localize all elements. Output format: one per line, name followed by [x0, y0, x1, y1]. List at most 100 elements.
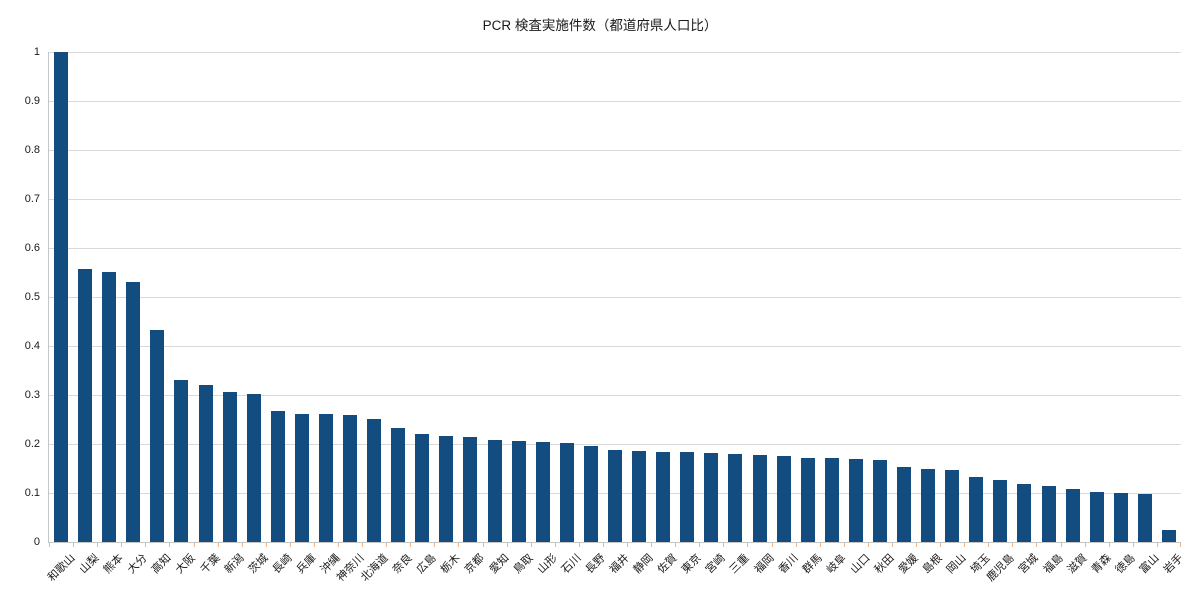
x-axis-tick: [531, 543, 532, 547]
x-axis-label-三重: 三重: [727, 552, 753, 577]
x-axis-label-宮崎: 宮崎: [703, 552, 728, 577]
x-axis-tick: [699, 543, 700, 547]
x-axis-label-鹿児島: 鹿児島: [985, 552, 1017, 584]
bar-高知: [150, 330, 165, 542]
gridline: [49, 248, 1181, 249]
x-axis-label-富山: 富山: [1137, 552, 1162, 577]
bar-岡山: [945, 470, 960, 542]
y-axis-tick-label: 0.9: [24, 95, 40, 107]
x-axis-label-千葉: 千葉: [198, 552, 223, 577]
gridline: [49, 52, 1181, 53]
bar-山口: [848, 459, 863, 542]
x-axis-tick: [338, 543, 339, 547]
x-axis-label-福島: 福島: [1041, 552, 1066, 577]
x-axis-tick: [169, 543, 170, 547]
y-axis-tick-label: 0.8: [24, 144, 40, 156]
y-axis-tick-label: 0.2: [24, 438, 40, 450]
bar-広島: [415, 434, 430, 542]
y-axis-tick-label: 0.1: [24, 487, 40, 499]
bar-熊本: [102, 272, 117, 542]
bar-沖縄: [318, 414, 333, 542]
x-axis-tick: [892, 543, 893, 547]
x-axis-tick: [1061, 543, 1062, 547]
x-axis-tick: [1109, 543, 1110, 547]
x-axis-label-佐賀: 佐賀: [655, 552, 680, 577]
x-axis-tick: [747, 543, 748, 547]
x-axis-label-岡山: 岡山: [944, 552, 969, 577]
gridline: [49, 150, 1181, 151]
x-axis-tick: [772, 543, 773, 547]
x-axis-label-山形: 山形: [535, 552, 560, 577]
x-axis-tick: [410, 543, 411, 547]
y-axis-tick-label: 0: [33, 536, 40, 548]
bar-佐賀: [656, 452, 671, 542]
bar-埼玉: [969, 477, 984, 542]
bar-静岡: [632, 451, 647, 542]
x-axis-tick: [145, 543, 146, 547]
bar-新潟: [222, 392, 237, 542]
bar-兵庫: [294, 414, 309, 542]
x-axis-tick: [218, 543, 219, 547]
bar-愛媛: [897, 467, 912, 542]
x-axis-label-広島: 広島: [414, 552, 439, 577]
bar-滋賀: [1065, 489, 1080, 542]
bar-栃木: [439, 436, 454, 542]
x-axis-label-山口: 山口: [848, 552, 873, 577]
bar-千葉: [198, 385, 213, 542]
x-axis-tick: [507, 543, 508, 547]
x-axis-tick: [290, 543, 291, 547]
bar-東京: [680, 452, 695, 542]
x-axis-tick: [97, 543, 98, 547]
x-axis-label-愛知: 愛知: [487, 552, 512, 577]
x-axis-label-京都: 京都: [463, 552, 488, 577]
bar-神奈川: [343, 415, 358, 542]
bar-福島: [1041, 486, 1056, 542]
bar-富山: [1137, 494, 1152, 542]
bar-茨城: [246, 394, 261, 542]
bar-三重: [728, 454, 743, 542]
x-axis-tick: [651, 543, 652, 547]
x-axis-label-香川: 香川: [776, 552, 801, 577]
bar-大分: [126, 282, 141, 542]
bar-香川: [776, 456, 791, 542]
x-axis-tick: [242, 543, 243, 547]
x-axis-tick: [820, 543, 821, 547]
bar-宮崎: [704, 453, 719, 542]
bar-山梨: [78, 269, 93, 542]
bar-鳥取: [511, 441, 526, 542]
x-axis-label-奈良: 奈良: [390, 552, 415, 577]
x-axis-label-茨城: 茨城: [246, 552, 271, 577]
bar-福岡: [752, 455, 767, 542]
x-axis-tick: [362, 543, 363, 547]
bar-北海道: [367, 419, 382, 542]
x-axis-tick: [964, 543, 965, 547]
x-axis-tick: [483, 543, 484, 547]
y-axis-tick-label: 1: [33, 46, 40, 58]
x-axis-label-石川: 石川: [559, 552, 584, 577]
x-axis-label-福岡: 福岡: [752, 552, 777, 577]
bar-愛知: [487, 440, 502, 542]
plot-area: 和歌山 山梨 熊本 大分 高知 大阪 千葉 新潟 茨城 長崎 兵庫 沖縄 神奈川 北海道 奈良 広島 栃木 京都愛…: [46, 52, 1186, 584]
bar-島根: [921, 469, 936, 542]
x-axis-label-秋田: 秋田: [872, 552, 897, 577]
x-axis-label-岐阜: 岐阜: [824, 552, 849, 577]
bar-岩手: [1161, 530, 1176, 542]
x-axis-tick: [434, 543, 435, 547]
x-axis-tick: [266, 543, 267, 547]
x-axis-label-愛媛: 愛媛: [896, 552, 921, 577]
x-axis-tick: [940, 543, 941, 547]
gridline: [49, 346, 1181, 347]
bar-長野: [583, 446, 598, 542]
x-axis-tick: [1085, 543, 1086, 547]
x-axis-label-滋賀: 滋賀: [1065, 552, 1090, 577]
x-axis-tick: [868, 543, 869, 547]
x-axis-tick: [1157, 543, 1158, 547]
y-axis-tick-label: 0.5: [24, 291, 40, 303]
y-axis-tick-label: 0.3: [24, 389, 40, 401]
x-axis-label-福井: 福井: [607, 552, 632, 577]
x-axis-tick: [1036, 543, 1037, 547]
x-axis-label-大分: 大分: [125, 552, 150, 577]
bar-岐阜: [824, 458, 839, 542]
bar-奈良: [391, 428, 406, 542]
x-axis-label-兵庫: 兵庫: [294, 552, 319, 577]
